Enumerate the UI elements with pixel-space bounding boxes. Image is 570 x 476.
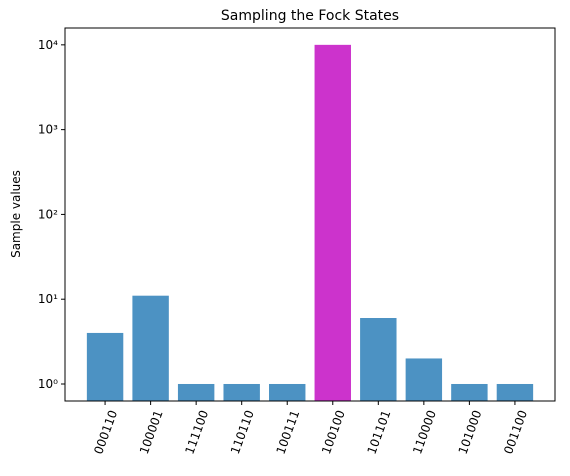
bar bbox=[405, 358, 443, 401]
chart-title: Sampling the Fock States bbox=[221, 8, 399, 24]
bar bbox=[177, 383, 215, 401]
bar bbox=[360, 318, 397, 401]
bar bbox=[451, 383, 488, 401]
x-tick-label: 100100 bbox=[319, 408, 348, 456]
x-tick-label: 000110 bbox=[91, 408, 120, 456]
bar bbox=[86, 332, 124, 401]
y-tick-label: 10¹ bbox=[38, 292, 58, 306]
bar bbox=[132, 295, 169, 401]
y-axis-label: Sample values bbox=[9, 170, 23, 258]
bar bbox=[314, 44, 351, 401]
x-tick-label: 110110 bbox=[228, 408, 257, 456]
bar bbox=[496, 383, 534, 401]
x-tick-label: 101101 bbox=[365, 408, 394, 456]
x-tick-label: 100001 bbox=[137, 408, 166, 456]
plot-frame bbox=[64, 27, 556, 402]
x-tick-label: 101000 bbox=[456, 408, 485, 456]
bar bbox=[223, 383, 260, 401]
x-tick-label: 100111 bbox=[273, 408, 302, 456]
y-tick-label: 10³ bbox=[38, 123, 58, 137]
y-tick-label: 10² bbox=[38, 207, 58, 221]
y-tick-label: 10⁴ bbox=[38, 38, 58, 52]
x-tick-label: 111100 bbox=[182, 408, 211, 456]
y-tick-label: 10⁰ bbox=[38, 377, 58, 391]
bar bbox=[269, 383, 306, 401]
x-tick-label: 001100 bbox=[501, 408, 530, 456]
x-tick-label: 110000 bbox=[410, 408, 439, 456]
